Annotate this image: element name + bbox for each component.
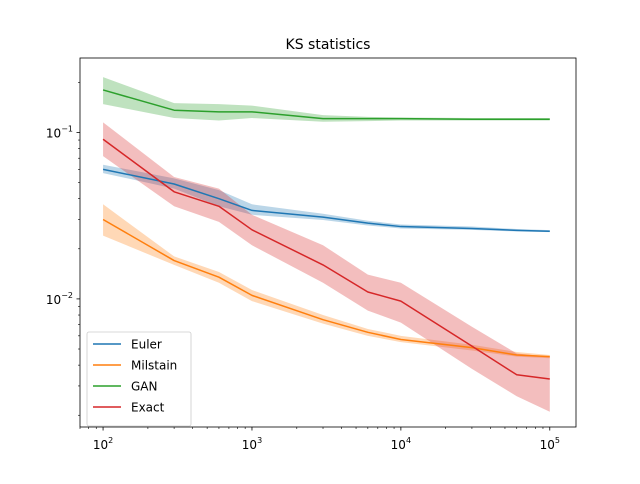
y-tick-label: 10−2 (46, 291, 73, 307)
series-lines (102, 89, 550, 380)
legend-label-gan: GAN (131, 380, 157, 394)
x-tick-label: 104 (391, 436, 411, 452)
chart-title: KS statistics (286, 37, 371, 53)
x-tick-label: 102 (93, 436, 113, 452)
x-axis: 102 103 104 105 (79, 427, 560, 452)
legend: Euler Milstain GAN Exact (86, 331, 192, 427)
milstain-line (102, 218, 550, 358)
legend-label-milstain: Milstain (131, 359, 177, 373)
legend-frame (86, 331, 192, 427)
x-tick-label: 103 (242, 436, 262, 452)
gan-confidence-band (103, 77, 550, 122)
legend-label-exact: Exact (131, 401, 165, 415)
y-axis: 10−2 10−1 (46, 82, 80, 416)
x-tick-label: 105 (540, 436, 560, 452)
gan-line (102, 89, 550, 120)
plot-area-frame (79, 57, 577, 428)
legend-label-euler: Euler (131, 338, 162, 352)
euler-confidence-band (103, 164, 550, 233)
y-tick-label: 10−1 (46, 124, 73, 140)
euler-line (102, 168, 550, 232)
exact-line (102, 138, 550, 380)
